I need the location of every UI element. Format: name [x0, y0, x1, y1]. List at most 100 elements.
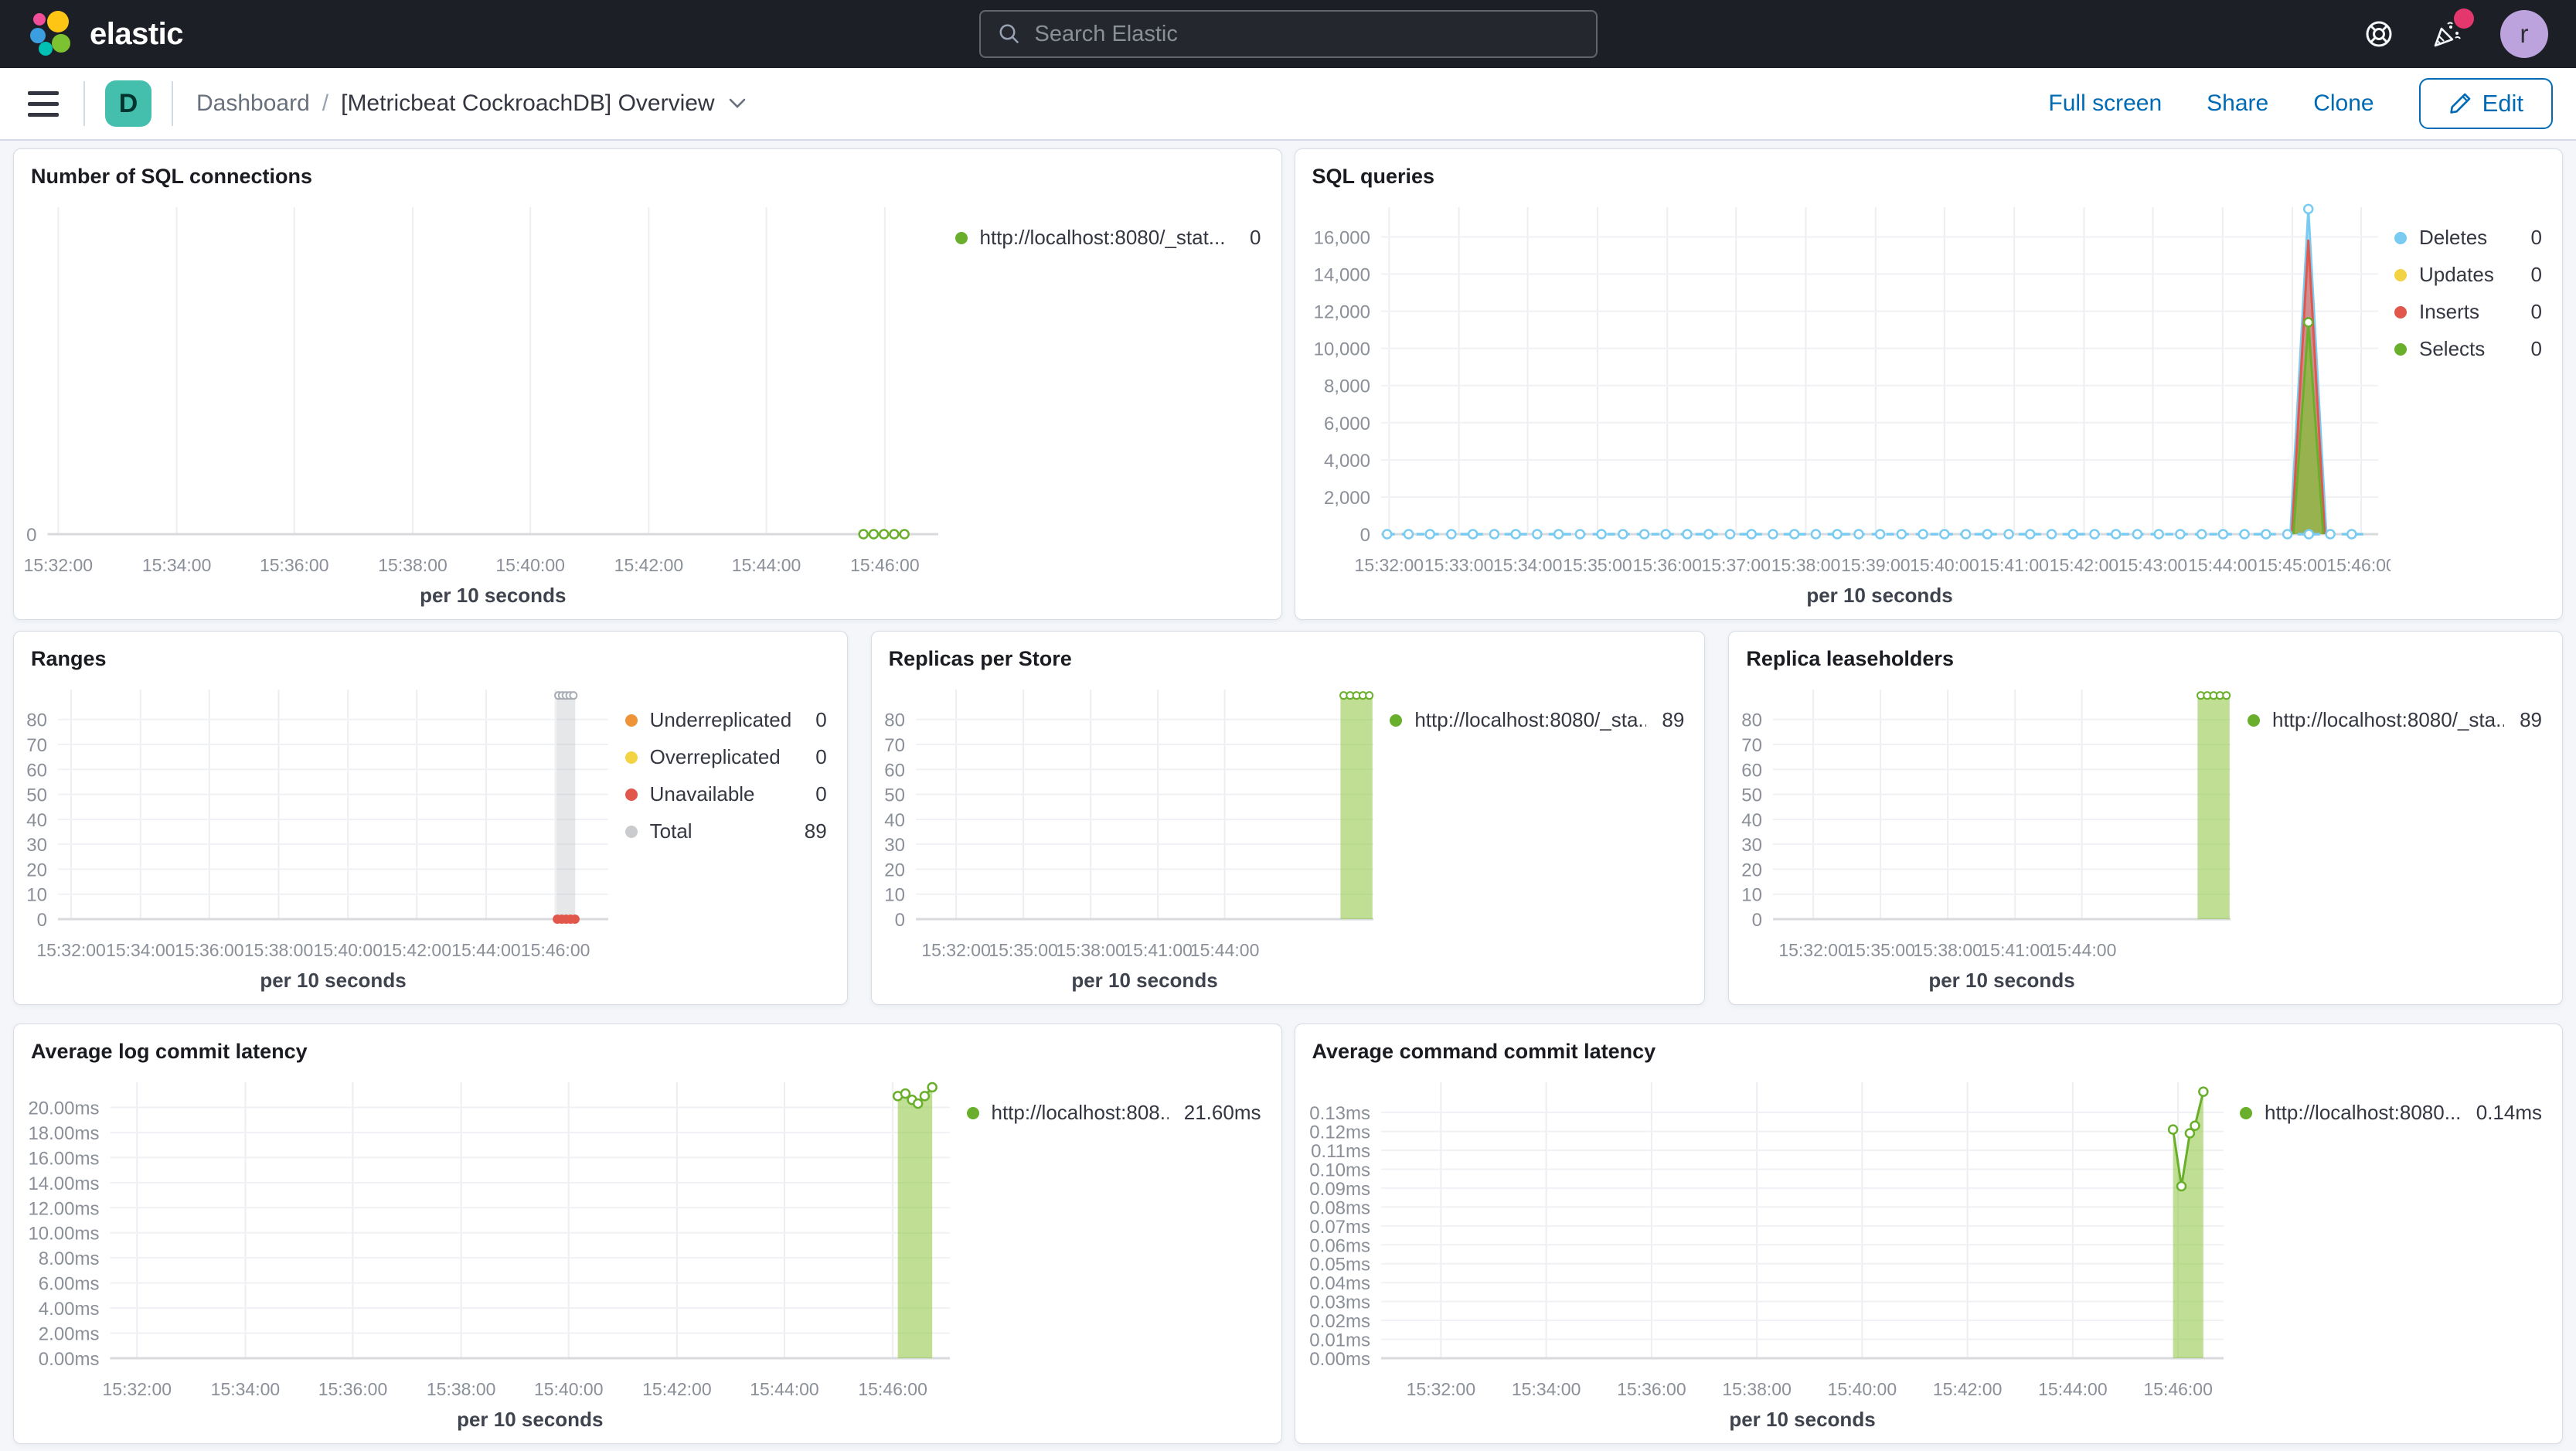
legend-item[interactable]: http://localhost:8080... 0.14ms [2240, 1101, 2542, 1125]
legend-label: Selects [2419, 337, 2486, 360]
svg-text:16,000: 16,000 [1313, 227, 1370, 248]
svg-text:16.00ms: 16.00ms [28, 1148, 99, 1169]
global-search[interactable] [978, 10, 1598, 58]
newsfeed-button[interactable] [2431, 9, 2474, 50]
legend-item[interactable]: http://localhost:8080/_sta... 89 [2247, 708, 2542, 732]
svg-text:15:44:00: 15:44:00 [750, 1379, 819, 1399]
svg-text:15:45:00: 15:45:00 [2258, 555, 2327, 575]
chart-legend: http://localhost:8080... 0.14ms [2235, 1067, 2556, 1440]
space-switcher[interactable]: D [105, 80, 151, 127]
elastic-home-button[interactable]: elastic [28, 9, 184, 59]
legend-swatch [624, 751, 638, 764]
legend-item[interactable]: Inserts 0 [2394, 300, 2542, 324]
panel-title: Average log commit latency [31, 1040, 308, 1063]
chart-canvas[interactable]: 0.00ms 2.00ms 4.00ms 6.00ms 8.00ms 10.00ms 12.… [17, 1067, 962, 1440]
svg-text:4,000: 4,000 [1323, 451, 1370, 472]
svg-text:0.05ms: 0.05ms [1309, 1255, 1370, 1276]
legend-label: Total [649, 819, 692, 843]
svg-text:15:46:00: 15:46:00 [521, 940, 590, 960]
help-button[interactable] [2364, 19, 2394, 49]
breadcrumb-dashboard-link[interactable]: Dashboard [196, 90, 310, 116]
svg-text:15:33:00: 15:33:00 [1424, 555, 1493, 575]
svg-text:15:46:00: 15:46:00 [850, 555, 920, 575]
edit-button[interactable]: Edit [2418, 78, 2553, 129]
chart-canvas[interactable]: 0 15:32:00 15:34:00 15:36:00 15:38:00 15:40:0… [17, 192, 951, 616]
svg-text:80: 80 [1742, 710, 1763, 731]
user-avatar[interactable]: r [2500, 10, 2548, 58]
svg-text:2.00ms: 2.00ms [39, 1324, 100, 1345]
chart-canvas[interactable]: 0 10 20 30 40 50 60 70 80 15:32:00 15:35:00 15:38:0… [1732, 674, 2243, 1001]
legend-item[interactable]: Updates 0 [2394, 263, 2542, 287]
legend-item[interactable]: Unavailable 0 [624, 782, 827, 806]
svg-text:10,000: 10,000 [1313, 339, 1370, 360]
svg-text:15:36:00: 15:36:00 [260, 555, 329, 575]
svg-text:15:34:00: 15:34:00 [1511, 1379, 1581, 1399]
svg-text:14.00ms: 14.00ms [28, 1173, 99, 1194]
legend-value: 0 [2530, 337, 2542, 360]
legend-item[interactable]: http://localhost:8080/_sta... 89 [1390, 708, 1684, 732]
share-button[interactable]: Share [2207, 90, 2269, 116]
svg-text:15:46:00: 15:46:00 [2143, 1379, 2213, 1399]
legend-swatch [2394, 268, 2407, 281]
chart-canvas[interactable]: 0 2,000 4,000 6,000 8,000 10,000 12,000 14,000 1… [1298, 192, 2395, 616]
panel-replicas-per-store: Replicas per Store 0 10 20 30 40 50 60 70 80 15:3… [870, 631, 1706, 1005]
svg-text:15:40:00: 15:40:00 [1910, 555, 1979, 575]
chart-canvas[interactable]: 0 10 20 30 40 50 60 70 80 15:32:00 15:35:00 15:38:0… [875, 674, 1386, 1001]
legend-value: 0 [815, 708, 827, 731]
svg-text:per 10 seconds: per 10 seconds [1071, 969, 1217, 992]
svg-text:0.08ms: 0.08ms [1309, 1197, 1370, 1218]
legend-value: 0 [815, 782, 827, 806]
menu-button[interactable] [23, 87, 63, 121]
dashboard-toolbar: D Dashboard / [Metricbeat CockroachDB] O… [0, 68, 2576, 141]
life-ring-icon [2366, 21, 2392, 47]
legend-swatch [955, 231, 968, 244]
panel-replica-leaseholders: Replica leaseholders 0 10 20 30 40 50 60 70 80 15… [1728, 631, 2563, 1005]
chart-canvas[interactable]: 0 10 20 30 40 50 60 70 80 15:32:00 15:34:00 15:36:0… [17, 674, 621, 1001]
legend-item[interactable]: Total 89 [624, 819, 827, 843]
panel-title: Replica leaseholders [1746, 647, 1954, 670]
global-header: elastic [0, 0, 2576, 68]
legend-label: http://localhost:8080/_stat... [979, 226, 1226, 249]
legend-swatch [2394, 305, 2407, 318]
svg-text:0.00ms: 0.00ms [39, 1349, 100, 1370]
svg-text:70: 70 [884, 735, 905, 756]
breadcrumb: Dashboard / [Metricbeat CockroachDB] Ove… [196, 90, 747, 117]
legend-item[interactable]: Deletes 0 [2394, 226, 2542, 250]
svg-text:15:34:00: 15:34:00 [1492, 555, 1562, 575]
svg-text:15:40:00: 15:40:00 [313, 940, 383, 960]
full-screen-button[interactable]: Full screen [2048, 90, 2163, 116]
svg-text:15:34:00: 15:34:00 [211, 1379, 281, 1399]
legend-item[interactable]: Overreplicated 0 [624, 745, 827, 769]
title-menu-button[interactable] [727, 97, 747, 111]
legend-item[interactable]: http://localhost:808... 21.60ms [966, 1101, 1261, 1125]
notification-dot [2454, 9, 2474, 29]
svg-text:15:46:00: 15:46:00 [2326, 555, 2391, 575]
svg-text:30: 30 [1742, 835, 1763, 856]
svg-text:15:36:00: 15:36:00 [175, 940, 244, 960]
svg-text:30: 30 [884, 835, 905, 856]
svg-text:15:40:00: 15:40:00 [1827, 1379, 1897, 1399]
chart-legend: http://localhost:808... 21.60ms [962, 1067, 1275, 1440]
search-input[interactable] [1034, 21, 1579, 47]
svg-text:0.00ms: 0.00ms [1309, 1349, 1370, 1370]
svg-text:15:38:00: 15:38:00 [1056, 940, 1125, 960]
svg-text:15:44:00: 15:44:00 [1189, 940, 1259, 960]
legend-label: Overreplicated [649, 745, 781, 768]
legend-item[interactable]: Underreplicated 0 [624, 708, 827, 732]
panel-average-command-commit-latency: Average command commit latency 0.00ms 0.0… [1294, 1024, 2563, 1444]
legend-item[interactable]: Selects 0 [2394, 337, 2542, 361]
chart-legend: http://localhost:8080/_sta... 89 [1385, 674, 1698, 1001]
svg-text:2,000: 2,000 [1323, 488, 1370, 509]
svg-text:15:36:00: 15:36:00 [1617, 1379, 1686, 1399]
edit-button-label: Edit [2482, 90, 2523, 117]
clone-button[interactable]: Clone [2313, 90, 2374, 116]
svg-text:20: 20 [26, 860, 47, 880]
party-popper-icon [2434, 22, 2461, 47]
legend-value: 89 [1662, 708, 1685, 731]
legend-item[interactable]: http://localhost:8080/_stat... 0 [955, 226, 1261, 250]
legend-label: http://localhost:8080... [2265, 1101, 2461, 1124]
chart-canvas[interactable]: 0.00ms 0.01ms 0.02ms 0.03ms 0.04ms 0.05ms 0.06… [1298, 1067, 2236, 1440]
svg-text:6.00ms: 6.00ms [39, 1274, 100, 1295]
svg-text:15:38:00: 15:38:00 [1771, 555, 1840, 575]
svg-text:15:35:00: 15:35:00 [1846, 940, 1916, 960]
